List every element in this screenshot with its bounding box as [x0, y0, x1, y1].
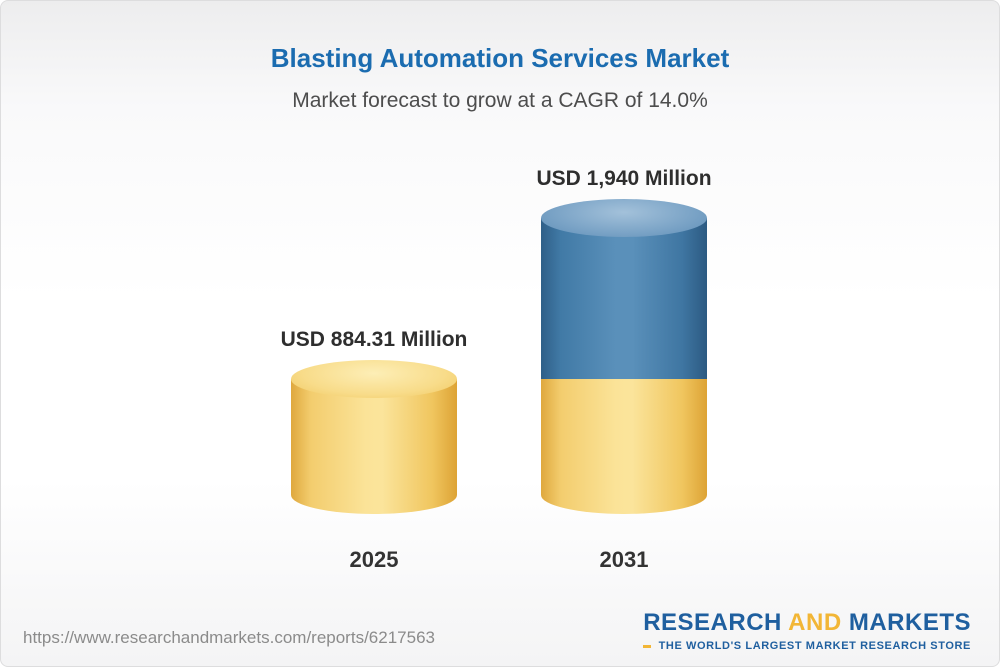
logo-word-research: RESEARCH [643, 609, 782, 636]
chart-title: Blasting Automation Services Market [270, 43, 730, 73]
category-label-2031: 2031 [599, 547, 649, 572]
value-label-2025: USD 884.31 Million [280, 328, 468, 352]
logo-tagline-row: THE WORLD'S LARGEST MARKET RESEARCH STOR… [643, 640, 971, 652]
cylinder-cap-2025 [291, 360, 457, 399]
researchandmarkets-logo: RESEARCH AND MARKETS THE WORLD'S LARGEST… [643, 609, 971, 652]
logo-wordmark: RESEARCH AND MARKETS [643, 609, 971, 637]
cylinder-2031-yellow-segment [541, 379, 707, 514]
cylinder-2025-body [291, 379, 457, 514]
bar-2031: USD 1,940 Million 2031 [536, 167, 711, 572]
chart-subtitle: Market forecast to grow at a CAGR of 14.… [292, 89, 708, 112]
logo-yellow-rule [643, 644, 651, 648]
category-label-2025: 2025 [349, 547, 399, 572]
logo-word-and: AND [788, 609, 842, 636]
value-label-2031: USD 1,940 Million [536, 167, 712, 191]
report-url-link[interactable]: https://www.researchandmarkets.com/repor… [23, 628, 435, 647]
logo-word-markets: MARKETS [848, 609, 971, 636]
cylinder-cap-2031 [541, 199, 707, 238]
logo-tagline: THE WORLD'S LARGEST MARKET RESEARCH STOR… [658, 640, 971, 652]
cylinder-2031-blue-segment [541, 218, 707, 380]
bar-2025: USD 884.31 Million 2025 [281, 328, 468, 572]
